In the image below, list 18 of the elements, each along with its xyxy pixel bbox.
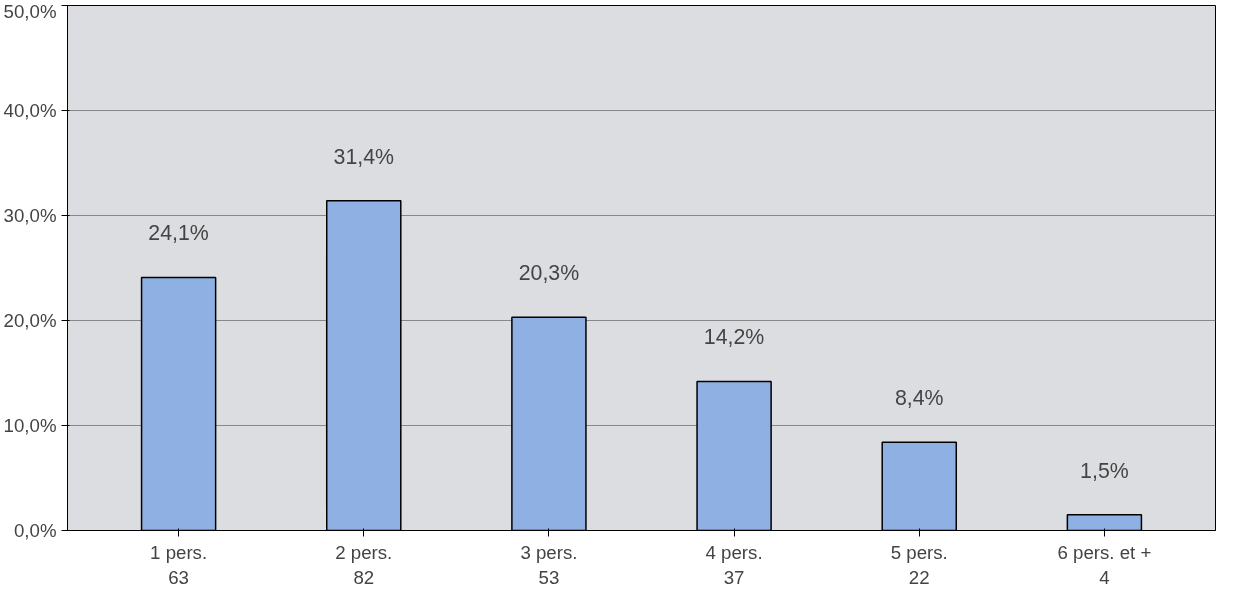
data-label: 31,4% — [333, 144, 395, 169]
data-label: 1,5% — [1080, 458, 1129, 483]
x-tick-label: 2 pers. 82 — [335, 541, 393, 588]
y-tick-label: 10,0% — [3, 415, 57, 436]
x-tick-label: 4 pers. 37 — [705, 541, 763, 588]
x-tick-label: 5 pers. 22 — [890, 541, 948, 588]
y-tick-label: 0,0% — [13, 520, 57, 541]
y-tick-label: 40,0% — [3, 100, 57, 121]
y-tick-label: 30,0% — [3, 205, 57, 226]
y-tick-label: 50,0% — [3, 0, 57, 22]
x-tick-label: 6 pers. et + 4 — [1057, 541, 1152, 588]
x-tick-label: 3 pers. 53 — [520, 541, 578, 588]
data-label: 24,1% — [148, 221, 209, 246]
data-label: 20,3% — [518, 261, 580, 286]
data-label: 8,4% — [894, 386, 944, 411]
y-tick-label: 20,0% — [3, 310, 57, 331]
x-tick-label: 1 pers. 63 — [150, 541, 208, 588]
data-label: 14,2% — [703, 325, 765, 350]
